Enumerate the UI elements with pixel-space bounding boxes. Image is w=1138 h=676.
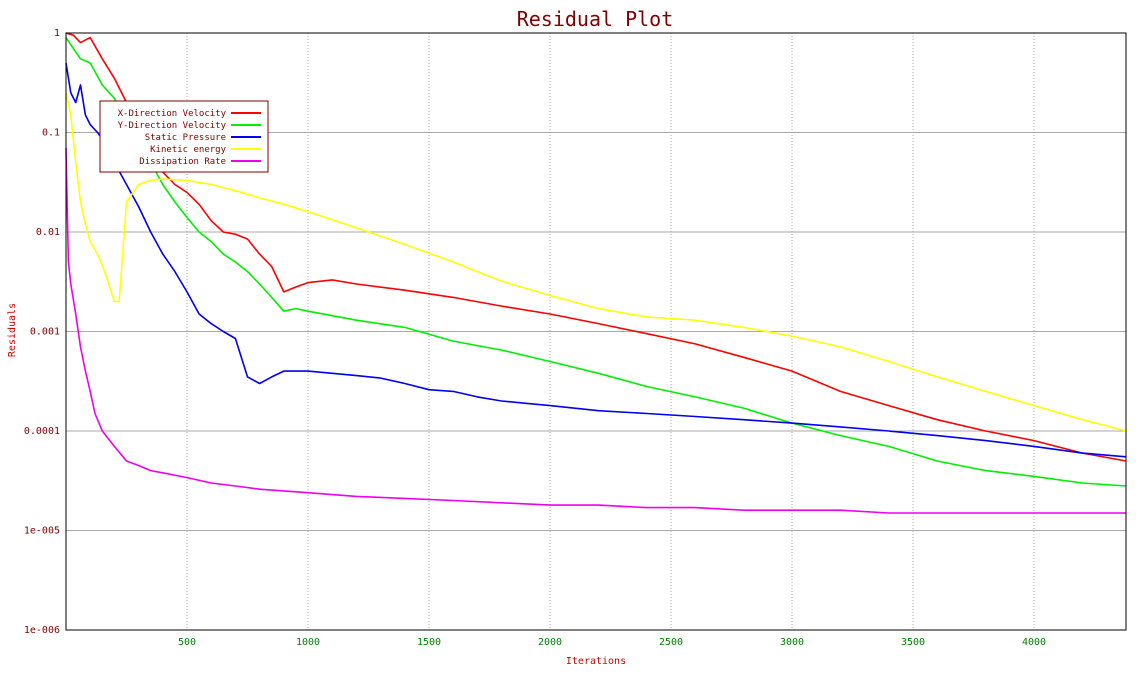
legend: X-Direction Velocity Y-Direction Velocity… [99,100,269,173]
series-line-dissipation-rate [65,147,1126,514]
x-tick-label: 3000 [780,637,804,648]
y-tick-label: 0.001 [30,327,60,338]
series-line-kinetic-energy [65,92,1127,432]
x-tick-label: 2500 [659,637,683,648]
y-tick-label: 1e-006 [24,625,60,636]
x-tick-label: 1000 [296,637,320,648]
legend-entry-label: Y-Direction Velocity [118,121,227,131]
legend-entry-label: Kinetic energy [150,145,226,155]
y-tick-label: 0.01 [36,227,60,238]
x-tick-label: 2000 [538,637,562,648]
y-tick-label: 0.0001 [24,426,60,437]
x-tick-label: 500 [178,637,196,648]
y-axis-ticks: 1 0.1 0.01 0.001 0.0001 1e-005 1e-006 [24,28,60,636]
legend-entry-label: Static Pressure [145,133,226,143]
legend-entry-label: X-Direction Velocity [118,109,227,119]
y-tick-label: 0.1 [42,128,60,139]
x-axis-ticks: 500 1000 1500 2000 2500 3000 3500 4000 [178,637,1046,648]
chart-title: Residual Plot [517,7,674,31]
y-tick-label: 1e-005 [24,526,60,537]
y-axis-label: Residuals [7,303,18,357]
x-tick-label: 3500 [901,637,925,648]
x-tick-label: 4000 [1022,637,1046,648]
plot-frame [65,32,1127,631]
legend-entry-label: Dissipation Rate [139,157,226,167]
y-tick-label: 1 [54,28,60,39]
x-tick-label: 1500 [417,637,441,648]
x-axis-label: Iterations [566,656,626,667]
